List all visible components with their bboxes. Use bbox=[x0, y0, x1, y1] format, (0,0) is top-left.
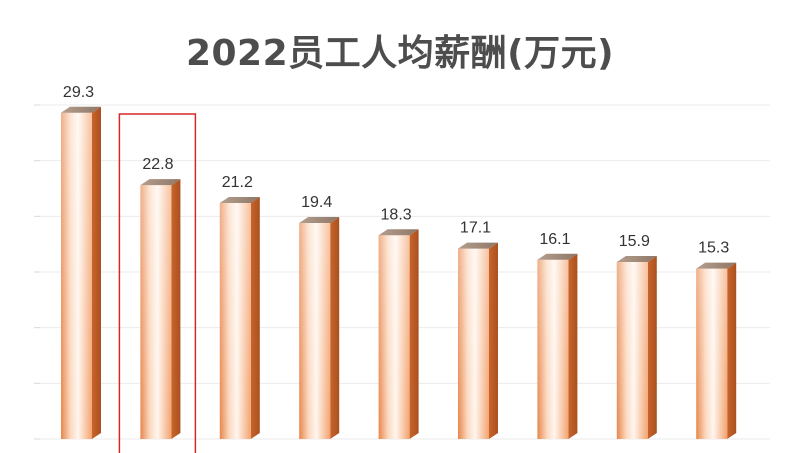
value-label: 18.3 bbox=[381, 206, 412, 223]
bar-sheen bbox=[537, 259, 569, 439]
bar-side bbox=[92, 106, 101, 439]
bar-sheen bbox=[61, 112, 92, 439]
bar bbox=[537, 253, 578, 439]
bar-side bbox=[568, 253, 578, 439]
bar bbox=[299, 217, 340, 439]
bar bbox=[458, 242, 498, 439]
bar-top bbox=[696, 262, 737, 269]
value-label: 15.9 bbox=[619, 233, 650, 250]
bar-side bbox=[171, 179, 181, 439]
bar-side bbox=[409, 229, 419, 439]
chart-title: 2022员工人均薪酬(万元) bbox=[185, 33, 615, 74]
bar-sheen bbox=[696, 268, 728, 439]
bars bbox=[61, 106, 737, 439]
bar bbox=[140, 179, 181, 439]
value-label: 15.3 bbox=[698, 240, 729, 257]
bar-side bbox=[489, 242, 498, 439]
bar-top bbox=[219, 196, 260, 203]
bar-sheen bbox=[140, 185, 172, 439]
bar-sheen bbox=[219, 202, 251, 439]
bar bbox=[616, 255, 657, 439]
bar-top bbox=[61, 106, 101, 113]
value-label: 21.2 bbox=[222, 174, 253, 191]
value-label: 17.1 bbox=[460, 220, 491, 237]
bar-side bbox=[330, 217, 340, 439]
bar bbox=[61, 106, 101, 439]
bar-side bbox=[727, 262, 737, 439]
bar-side bbox=[250, 196, 260, 439]
bar-side bbox=[647, 255, 657, 439]
bar bbox=[219, 196, 260, 439]
bar bbox=[696, 262, 737, 439]
bar-sheen bbox=[299, 223, 331, 439]
value-label: 22.8 bbox=[142, 156, 173, 173]
bar-top bbox=[616, 255, 657, 262]
value-label: 16.1 bbox=[539, 231, 570, 248]
bar-top bbox=[378, 229, 419, 236]
bar bbox=[378, 229, 419, 439]
value-label: 29.3 bbox=[63, 84, 94, 101]
bar-top bbox=[299, 217, 340, 224]
value-labels: 29.3 22.8 21.2 19.4 18.3 17.1 16.1 15.9 15.3 bbox=[63, 84, 729, 257]
bar-top bbox=[458, 242, 498, 249]
bar-top bbox=[140, 179, 181, 186]
bar-sheen bbox=[616, 261, 648, 439]
bar-top bbox=[537, 253, 578, 260]
highlight-box bbox=[118, 113, 197, 453]
highlight bbox=[118, 113, 197, 453]
bar-sheen bbox=[378, 235, 410, 439]
bar-sheen bbox=[458, 248, 489, 439]
value-label: 19.4 bbox=[301, 194, 332, 211]
